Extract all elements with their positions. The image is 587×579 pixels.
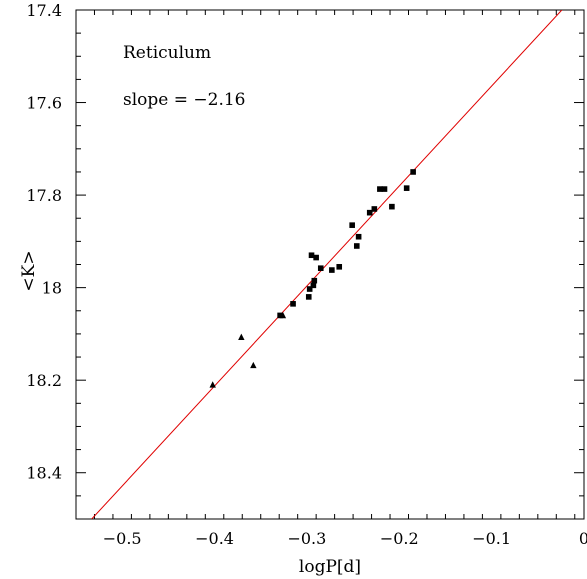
fit-line: [91, 10, 563, 519]
triangle-marker: [238, 333, 245, 340]
square-marker: [290, 301, 296, 307]
x-tick-label: −0.2: [380, 529, 419, 548]
square-marker: [403, 185, 410, 191]
square-marker: [310, 282, 317, 289]
x-tick-label: 0: [579, 529, 587, 548]
y-tick-label: 17.6: [26, 94, 62, 113]
square-marker: [308, 252, 315, 259]
square-marker: [311, 277, 318, 284]
x-tick-label: −0.4: [195, 529, 234, 548]
square-marker: [371, 206, 378, 212]
axis-ticks: [75, 9, 584, 520]
square-marker: [353, 243, 360, 249]
square-marker: [329, 267, 335, 273]
axis-tick-labels: −0.5 −0.4 −0.3 −0.2 −0.1 0 17.4 17.6 17.8 18 18.2 1…: [26, 1, 587, 548]
triangle-marker: [209, 381, 216, 388]
data-markers: [209, 169, 416, 388]
triangle-marker: [250, 361, 257, 369]
x-axis-label: logP[d]: [299, 557, 361, 577]
y-tick-label: 18: [42, 279, 62, 298]
square-marker: [349, 222, 355, 228]
square-marker: [410, 169, 416, 175]
square-marker: [277, 312, 283, 319]
annotation-slope: slope = −2.16: [123, 90, 246, 110]
x-tick-label: −0.5: [103, 529, 142, 548]
y-axis-label: <K>: [19, 250, 39, 291]
square-marker: [377, 186, 383, 192]
square-marker: [381, 186, 388, 192]
triangle-marker: [279, 311, 287, 319]
x-tick-label: −0.3: [287, 529, 326, 548]
square-marker: [366, 209, 373, 216]
x-tick-label: −0.1: [472, 529, 511, 548]
y-tick-label: 17.8: [26, 186, 62, 205]
y-tick-label: 18.2: [26, 371, 62, 390]
annotation-reticulum: Reticulum: [123, 43, 211, 63]
square-marker: [313, 254, 319, 261]
square-marker: [355, 233, 362, 240]
square-marker: [336, 264, 343, 270]
y-tick-label: 18.4: [26, 464, 62, 483]
square-marker: [317, 265, 324, 272]
square-marker: [305, 294, 312, 300]
square-marker: [306, 286, 313, 292]
plot-frame: [75, 9, 585, 520]
square-marker: [389, 203, 395, 210]
y-tick-label: 17.4: [26, 1, 62, 20]
